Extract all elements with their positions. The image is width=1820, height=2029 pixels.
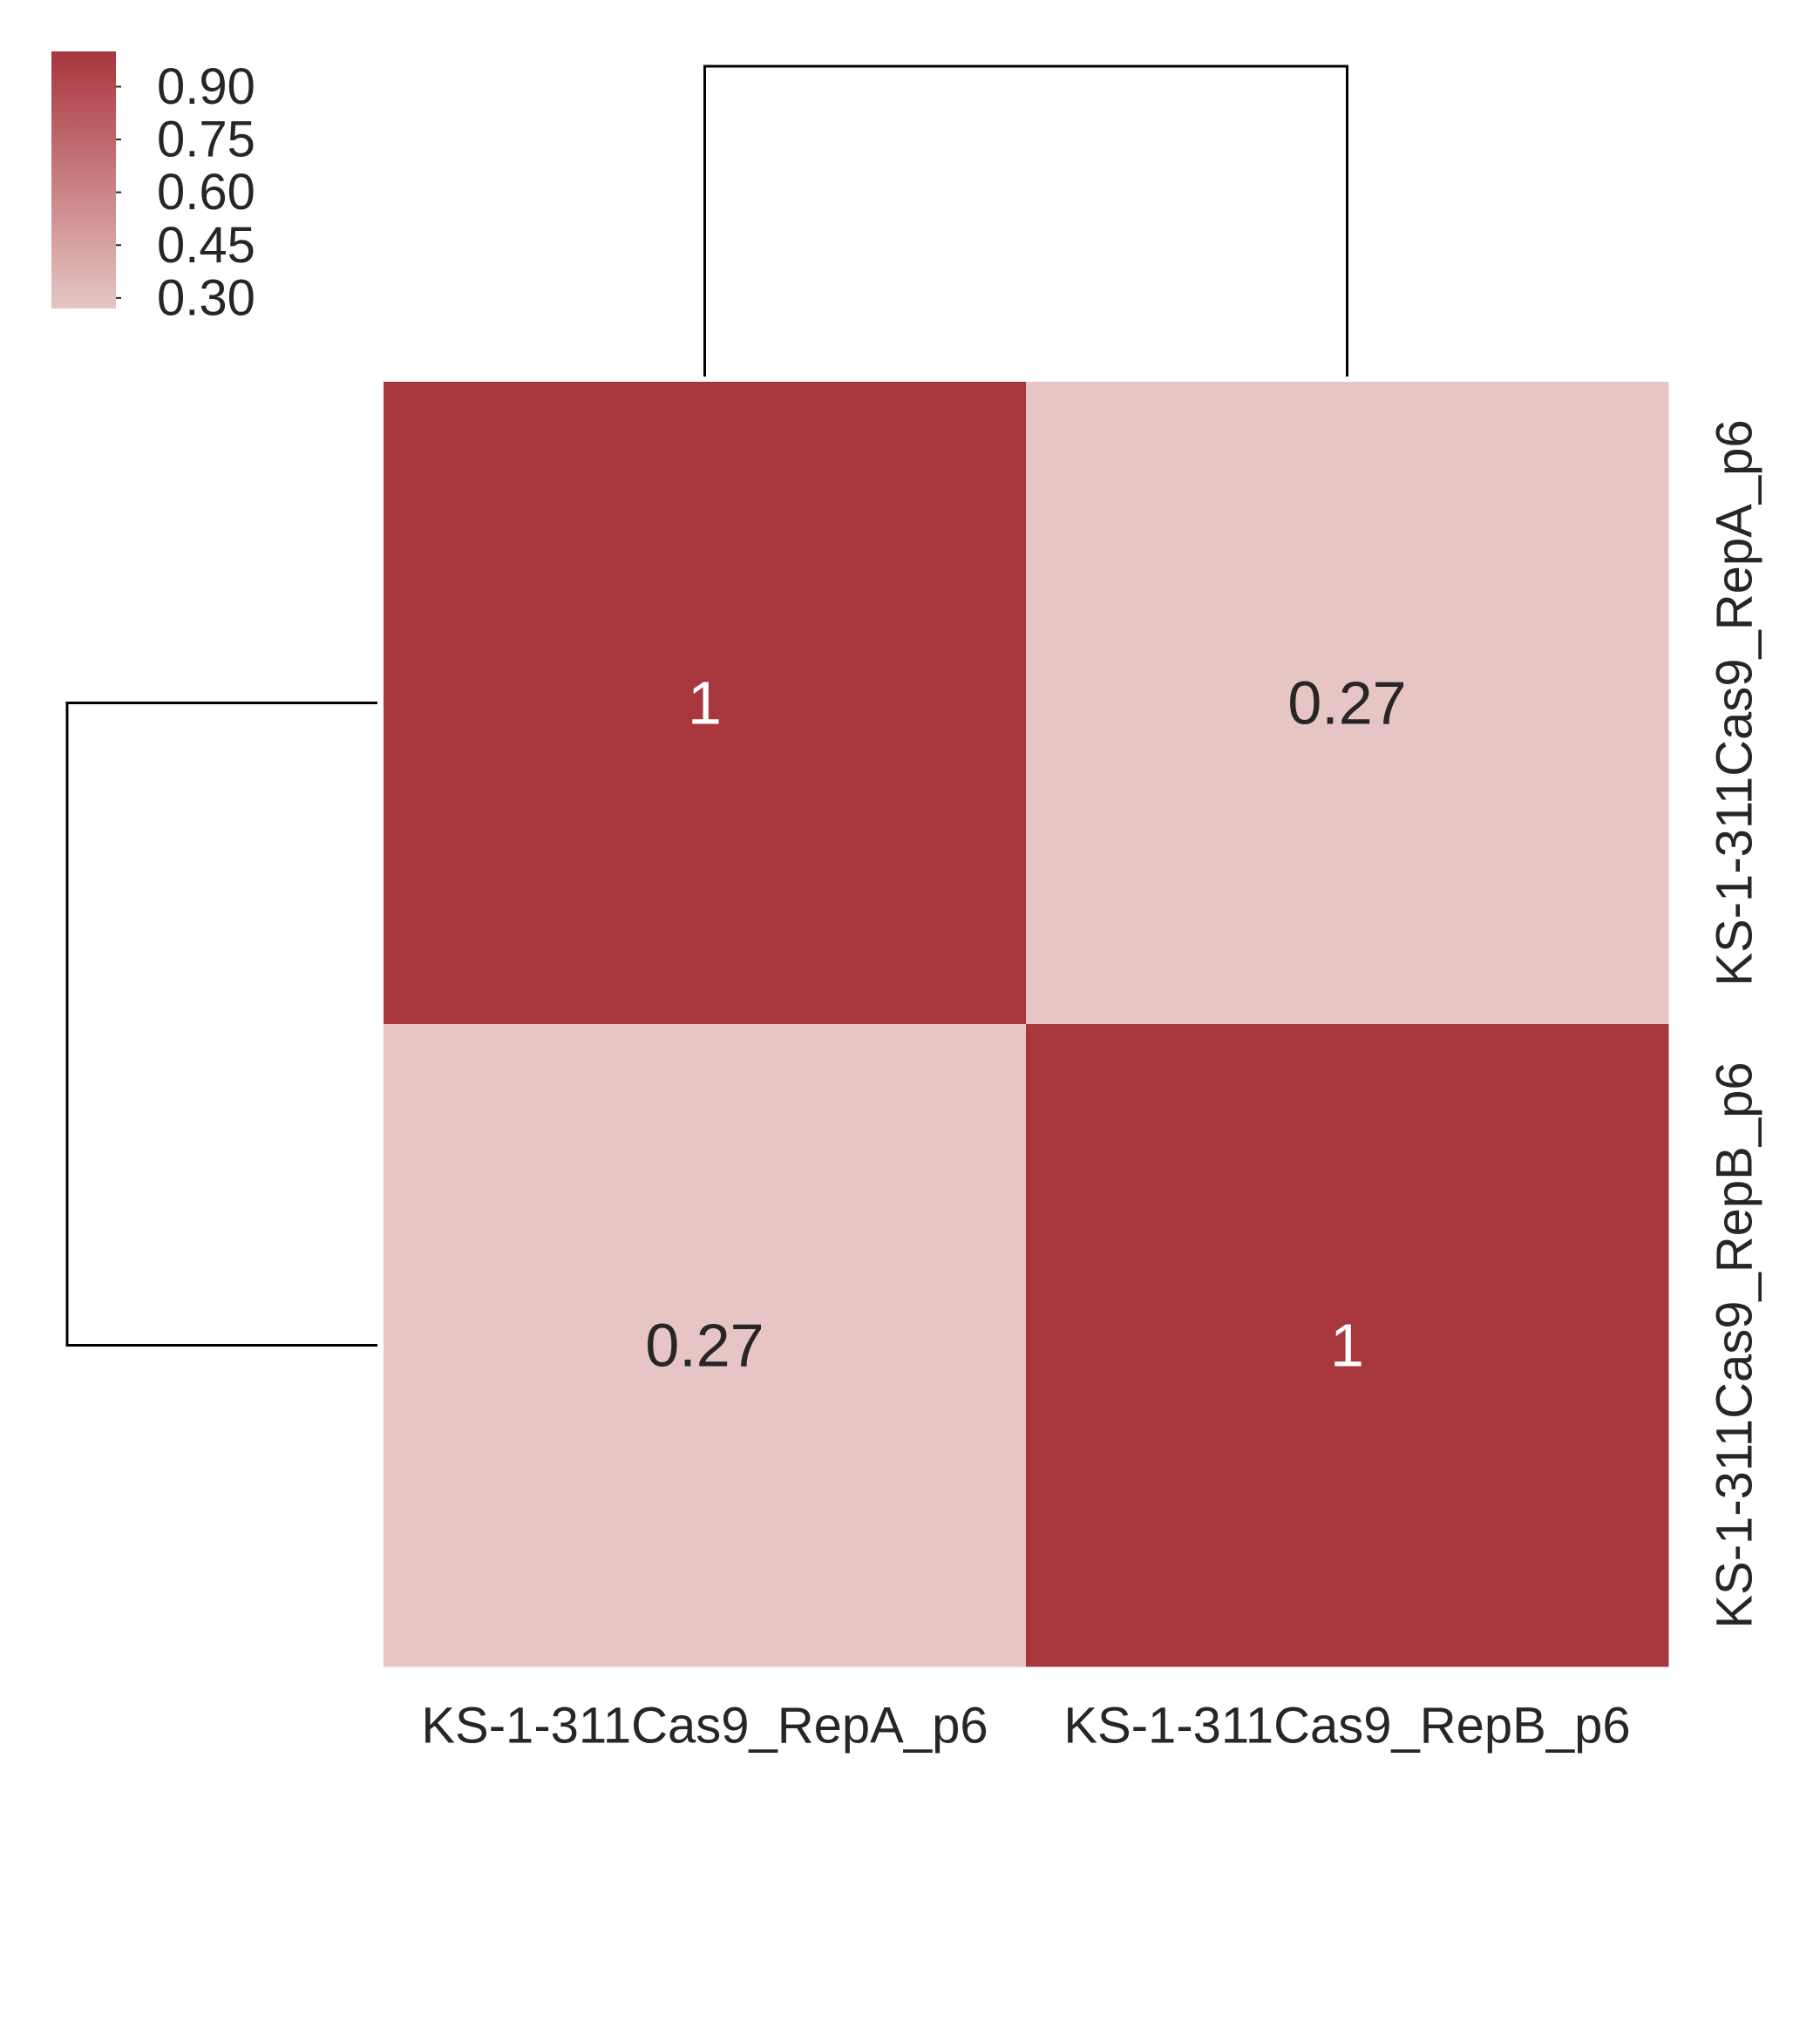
colorbar: 0.900.750.600.450.30	[51, 51, 255, 326]
row-dendrogram-link	[65, 702, 377, 1347]
column-dendrogram-link	[703, 64, 1348, 377]
heatmap-cell	[1026, 1024, 1669, 1667]
heatmap-cell-annotation: 0.27	[645, 1312, 764, 1380]
heatmap-cell	[384, 1024, 1027, 1667]
y-axis-tick-labels: KS-1-311Cas9_RepA_p6 KS-1-311Cas9_RepB_p6	[1707, 419, 1763, 1628]
heatmap-cell-annotation: 1	[688, 669, 722, 737]
colorbar-ticks: 0.900.750.600.450.30	[116, 58, 255, 326]
heatmap-annotations: 1 0.27 0.27 1	[645, 669, 1406, 1380]
heatmap-cells	[384, 382, 1669, 1667]
colorbar-tick-label: 0.45	[157, 217, 255, 274]
heatmap-cell	[1026, 382, 1669, 1025]
row-dendrogram	[65, 702, 377, 1347]
x-tick-label: KS-1-311Cas9_RepA_p6	[421, 1698, 988, 1754]
y-tick-label: KS-1-311Cas9_RepB_p6	[1707, 1062, 1763, 1628]
y-tick-label: KS-1-311Cas9_RepA_p6	[1707, 419, 1763, 986]
heatmap-cell	[384, 382, 1027, 1025]
colorbar-tick-label: 0.75	[157, 112, 255, 168]
column-dendrogram	[703, 64, 1348, 377]
colorbar-tick-label: 0.90	[157, 58, 255, 115]
x-tick-label: KS-1-311Cas9_RepB_p6	[1063, 1698, 1630, 1754]
heatmap-cell-annotation: 0.27	[1287, 669, 1406, 737]
colorbar-gradient	[51, 51, 116, 309]
colorbar-tick-label: 0.60	[157, 164, 255, 221]
colorbar-tick-label: 0.30	[157, 269, 255, 326]
heatmap-cell-annotation: 1	[1330, 1312, 1364, 1380]
x-axis-tick-labels: KS-1-311Cas9_RepA_p6 KS-1-311Cas9_RepB_p6	[421, 1698, 1630, 1754]
